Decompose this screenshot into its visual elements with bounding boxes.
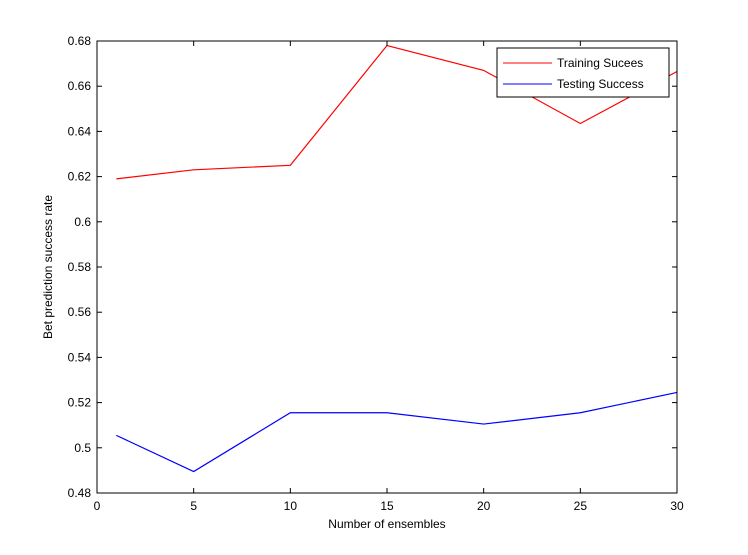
y-tick-label: 0.62 [68,170,92,184]
y-tick-label: 0.6 [74,215,91,229]
y-tick-label: 0.52 [68,396,92,410]
x-tick-label: 30 [670,499,684,513]
legend-label-testing: Testing Success [557,77,644,91]
x-tick-label: 5 [190,499,197,513]
y-tick-label: 0.48 [68,486,92,500]
series-line-testing [116,391,678,473]
x-tick-label: 0 [94,499,101,513]
plot-background [97,41,677,493]
y-tick-label: 0.66 [68,79,92,93]
y-tick-label: 0.54 [68,350,92,364]
y-tick-label: 0.58 [68,260,92,274]
legend-label-training: Training Sucees [557,56,643,70]
y-axis-label: Bet prediction success rate [41,195,55,339]
y-tick-label: 0.56 [68,305,92,319]
x-axis-label: Number of ensembles [328,517,445,531]
y-tick-label: 0.64 [68,124,92,138]
x-tick-label: 15 [380,499,394,513]
legend: Training Sucees Testing Success [496,47,670,98]
y-tick-label: 0.68 [68,34,92,48]
tick-layer: 0 5 10 15 20 25 30 0.48 0.5 0.52 0.54 0.56 0.58 0.6 0.… [68,34,684,513]
x-tick-label: 10 [284,499,298,513]
x-tick-label: 20 [477,499,491,513]
legend-box [496,47,670,98]
y-tick-label: 0.5 [74,441,91,455]
x-tick-label: 25 [574,499,588,513]
